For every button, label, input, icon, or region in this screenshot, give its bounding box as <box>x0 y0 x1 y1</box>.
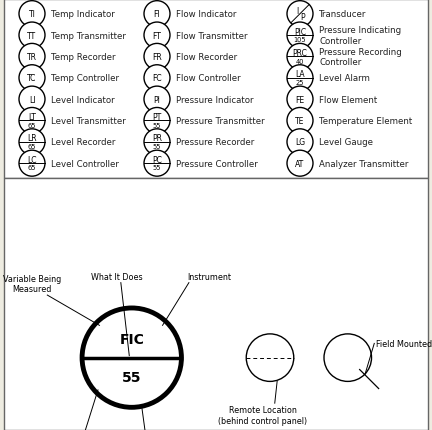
Circle shape <box>144 66 170 92</box>
Text: 55: 55 <box>153 144 161 150</box>
Text: FE: FE <box>295 95 305 104</box>
Circle shape <box>19 108 45 134</box>
Bar <box>4 0 428 178</box>
Circle shape <box>144 44 170 70</box>
Text: LI: LI <box>29 95 35 104</box>
Circle shape <box>144 2 170 28</box>
Text: Temperature Element: Temperature Element <box>319 117 412 126</box>
Text: Flow Element: Flow Element <box>319 95 377 104</box>
Text: Flow Recorder: Flow Recorder <box>176 53 237 62</box>
Text: 55: 55 <box>153 165 161 171</box>
Text: Analyzer Transmitter: Analyzer Transmitter <box>319 160 408 168</box>
Circle shape <box>144 23 170 49</box>
Text: Pressure Transmitter: Pressure Transmitter <box>176 117 265 126</box>
Text: PI: PI <box>153 95 160 104</box>
Text: Pressure Indicator: Pressure Indicator <box>176 95 254 104</box>
Text: 105: 105 <box>294 37 306 43</box>
Text: Temp Transmitter: Temp Transmitter <box>51 31 126 40</box>
Circle shape <box>144 87 170 113</box>
Text: What It Does: What It Does <box>91 272 143 281</box>
Text: 65: 65 <box>28 165 36 171</box>
Bar <box>4 178 428 430</box>
Circle shape <box>287 108 313 134</box>
Circle shape <box>19 23 45 49</box>
Circle shape <box>287 129 313 156</box>
Text: Pressure Recorder: Pressure Recorder <box>176 138 254 147</box>
Text: Flow Indicator: Flow Indicator <box>176 10 236 19</box>
Text: Level Recorder: Level Recorder <box>51 138 115 147</box>
Text: PIC: PIC <box>294 28 306 37</box>
Text: LA: LA <box>295 70 305 79</box>
Text: Pressure Controller: Pressure Controller <box>176 160 258 168</box>
Text: 40: 40 <box>296 58 304 64</box>
Circle shape <box>19 2 45 28</box>
Circle shape <box>287 44 313 70</box>
Text: 55: 55 <box>122 370 142 384</box>
Text: Variable Being
Measured: Variable Being Measured <box>3 274 61 293</box>
Text: Flow Transmitter: Flow Transmitter <box>176 31 248 40</box>
Text: Level Indicator: Level Indicator <box>51 95 114 104</box>
Circle shape <box>287 87 313 113</box>
Text: Level Alarm: Level Alarm <box>319 74 370 83</box>
Text: Level Transmitter: Level Transmitter <box>51 117 126 126</box>
Text: PR: PR <box>152 134 162 143</box>
Circle shape <box>19 87 45 113</box>
Circle shape <box>287 23 313 49</box>
Text: PRC: PRC <box>292 49 308 58</box>
Text: Level Gauge: Level Gauge <box>319 138 373 147</box>
Circle shape <box>246 334 294 381</box>
Circle shape <box>324 334 372 381</box>
Text: AT: AT <box>295 160 305 168</box>
Circle shape <box>144 151 170 177</box>
Text: LR: LR <box>27 134 37 143</box>
Text: PC: PC <box>152 155 162 164</box>
Text: TE: TE <box>295 117 305 126</box>
Text: FT: FT <box>152 31 162 40</box>
Text: TR: TR <box>27 53 37 62</box>
Text: PT: PT <box>152 113 162 122</box>
Text: TT: TT <box>28 31 37 40</box>
Circle shape <box>82 308 181 407</box>
Text: Temp Recorder: Temp Recorder <box>51 53 115 62</box>
Text: Instrument: Instrument <box>187 272 231 281</box>
Text: LG: LG <box>295 138 305 147</box>
Text: FR: FR <box>152 53 162 62</box>
Circle shape <box>287 2 313 28</box>
Text: Pressure Recording
Controller: Pressure Recording Controller <box>319 48 402 67</box>
Text: I: I <box>296 6 298 15</box>
Text: 55: 55 <box>153 123 161 129</box>
Circle shape <box>287 66 313 92</box>
Text: Level Controller: Level Controller <box>51 160 119 168</box>
Text: Temp Indicator: Temp Indicator <box>51 10 115 19</box>
Text: LC: LC <box>27 155 37 164</box>
Text: Temp Controller: Temp Controller <box>51 74 119 83</box>
Circle shape <box>144 129 170 156</box>
Circle shape <box>19 66 45 92</box>
Text: 65: 65 <box>28 123 36 129</box>
Text: FIC: FIC <box>119 332 144 346</box>
Text: Pressure Indicating
Controller: Pressure Indicating Controller <box>319 26 401 46</box>
Text: LT: LT <box>28 113 36 122</box>
Circle shape <box>19 44 45 70</box>
Text: FC: FC <box>152 74 162 83</box>
Text: Flow Controller: Flow Controller <box>176 74 241 83</box>
Text: TI: TI <box>29 10 35 19</box>
Text: Field Mounted: Field Mounted <box>376 339 432 348</box>
Text: 65: 65 <box>28 144 36 150</box>
Text: TC: TC <box>27 74 37 83</box>
Text: FI: FI <box>154 10 160 19</box>
Text: P: P <box>301 13 305 22</box>
Text: Transducer: Transducer <box>319 10 366 19</box>
Text: Remote Location
(behind control panel): Remote Location (behind control panel) <box>218 405 308 424</box>
Text: 25: 25 <box>296 80 304 86</box>
Circle shape <box>287 151 313 177</box>
Circle shape <box>144 108 170 134</box>
Circle shape <box>19 151 45 177</box>
Circle shape <box>19 129 45 156</box>
